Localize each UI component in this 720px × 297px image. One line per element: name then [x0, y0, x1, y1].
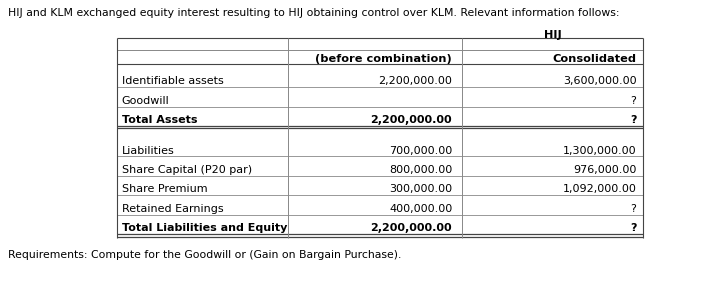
- Text: 2,200,000.00: 2,200,000.00: [371, 223, 452, 233]
- Text: 3,600,000.00: 3,600,000.00: [563, 76, 636, 86]
- Text: HIJ: HIJ: [544, 30, 562, 40]
- Text: ?: ?: [631, 204, 636, 214]
- Text: 976,000.00: 976,000.00: [573, 165, 636, 175]
- Text: Requirements: Compute for the Goodwill or (Gain on Bargain Purchase).: Requirements: Compute for the Goodwill o…: [8, 250, 401, 260]
- Text: Identifiable assets: Identifiable assets: [122, 76, 224, 86]
- Text: 700,000.00: 700,000.00: [389, 146, 452, 156]
- Text: HIJ and KLM exchanged equity interest resulting to HIJ obtaining control over KL: HIJ and KLM exchanged equity interest re…: [8, 8, 619, 18]
- Text: Consolidated: Consolidated: [552, 54, 636, 64]
- Text: Share Capital (P20 par): Share Capital (P20 par): [122, 165, 252, 175]
- Text: ?: ?: [630, 115, 636, 125]
- Text: 800,000.00: 800,000.00: [389, 165, 452, 175]
- Text: (before combination): (before combination): [315, 54, 452, 64]
- Text: Goodwill: Goodwill: [122, 96, 170, 106]
- Text: Total Assets: Total Assets: [122, 115, 197, 125]
- Text: 2,200,000.00: 2,200,000.00: [378, 76, 452, 86]
- Text: 300,000.00: 300,000.00: [389, 184, 452, 195]
- Text: ?: ?: [631, 96, 636, 106]
- Text: Total Liabilities and Equity: Total Liabilities and Equity: [122, 223, 287, 233]
- Text: 400,000.00: 400,000.00: [389, 204, 452, 214]
- Text: Share Premium: Share Premium: [122, 184, 207, 195]
- Text: 1,300,000.00: 1,300,000.00: [563, 146, 636, 156]
- Text: Liabilities: Liabilities: [122, 146, 174, 156]
- Text: Retained Earnings: Retained Earnings: [122, 204, 223, 214]
- Text: ?: ?: [630, 223, 636, 233]
- Text: 1,092,000.00: 1,092,000.00: [562, 184, 636, 195]
- Text: 2,200,000.00: 2,200,000.00: [371, 115, 452, 125]
